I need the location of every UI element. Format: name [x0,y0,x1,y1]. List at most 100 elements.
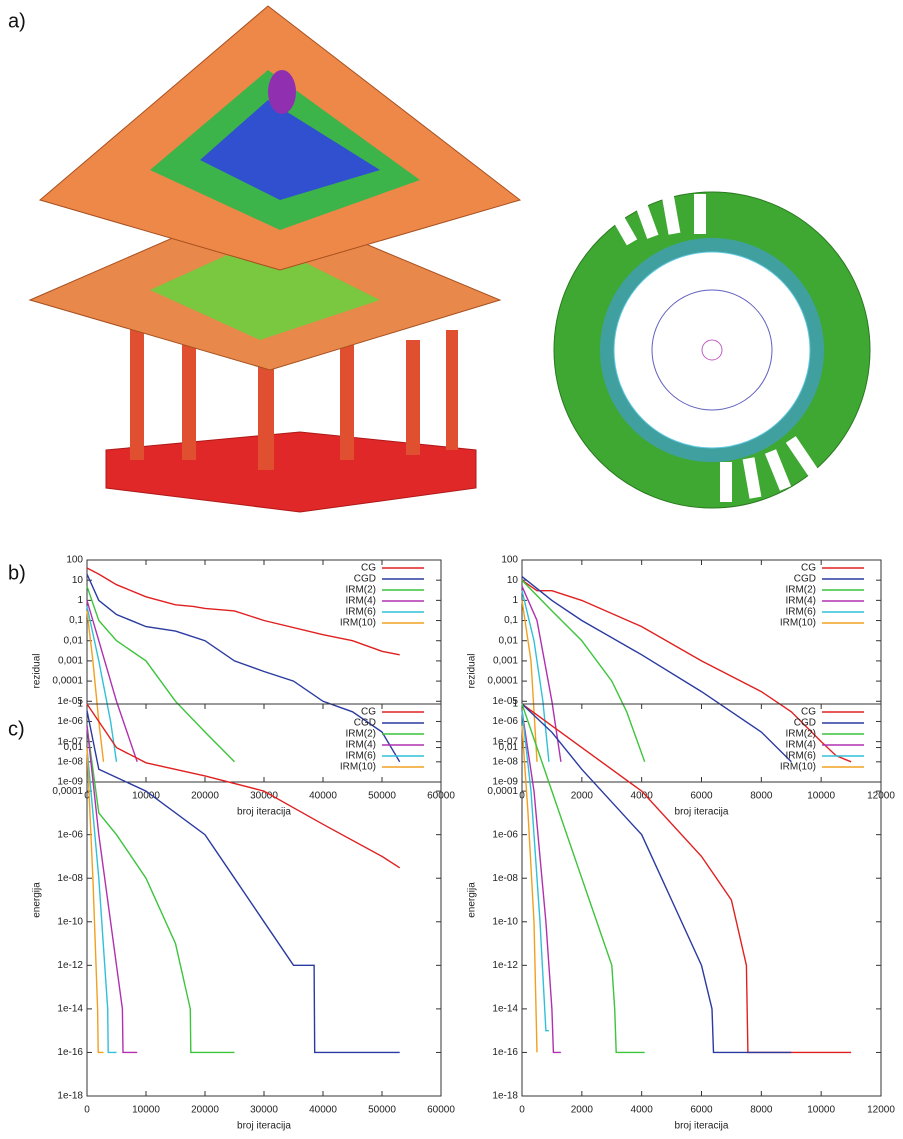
y-axis-title: rezidual [467,653,478,688]
mesh-core-lines [651,289,773,411]
x-axis-title: broj iteracija [675,1121,729,1132]
legend-label: IRM(4) [785,740,816,751]
y-tick-label: 1e-06 [492,829,518,840]
series-line [521,579,852,763]
series-line [521,600,538,762]
y-tick-label: 1 [512,595,518,606]
y-tick-label: 1e-07 [57,736,83,747]
y-tick-label: 1e-05 [57,696,83,707]
y-tick-label: 0,01 [499,635,519,646]
x-tick-label: 10000 [807,791,835,802]
y-tick-label: 1e-09 [492,777,518,788]
y-tick-label: 1e-05 [492,696,518,707]
x-tick-label: 2000 [571,791,594,802]
x-tick-label: 0 [519,1105,525,1116]
legend-label: IRM(10) [340,762,376,773]
x-axis-title: broj iteracija [675,807,729,818]
y-tick-label: 10 [507,575,519,586]
y-tick-label: 1e-08 [57,756,83,767]
x-tick-label: 8000 [750,1105,773,1116]
x-tick-label: 8000 [750,791,773,802]
x-tick-label: 2000 [571,1105,594,1116]
y-tick-label: 100 [66,555,83,566]
legend-label: IRM(6) [345,607,376,618]
y-tick-label: 1 [77,699,83,710]
series-line [86,725,138,1054]
legend-label: CG [361,707,376,718]
series-line [86,573,401,763]
series-line [521,579,646,763]
legend-label: IRM(4) [345,740,376,751]
y-tick-label: 1e-18 [492,1091,518,1102]
plot-frame [521,559,882,783]
series-line [521,725,538,1053]
y-tick-label: 1e-06 [492,716,518,727]
x-tick-label: 50000 [368,1105,396,1116]
x-tick-label: 40000 [309,791,337,802]
series-line [86,606,118,762]
y-tick-label: 1e-06 [57,829,83,840]
series-line [86,703,401,869]
y-tick-label: 1 [77,595,83,606]
legend-label: IRM(4) [785,596,816,607]
chart: 100 10 1 0,1 0,01 0,001 0,0001 1e-05 1e-06 1e-07 1… [32,555,456,818]
x-tick-label: 4000 [631,791,654,802]
series-line [521,703,852,1054]
y-axis-title: rezidual [32,653,43,688]
y-tick-label: 1e-14 [492,1004,518,1015]
y-tick-label: 0,0001 [487,786,518,797]
x-tick-label: 20000 [191,791,219,802]
y-tick-label: 1e-16 [57,1047,83,1058]
series-line [521,576,792,763]
mesh-shaft [701,339,723,361]
legend-label: IRM(2) [345,585,376,596]
series-line [521,703,645,1054]
y-tick-label: 1e-07 [492,736,518,747]
y-tick-label: 0,1 [69,615,83,626]
legend-label: CGD [794,574,816,585]
y-tick-label: 0,1 [504,615,518,626]
plot-frame [86,703,442,1097]
series-line [86,600,138,763]
series-line [86,747,104,1054]
series-line [521,586,562,762]
x-tick-label: 4000 [631,1105,654,1116]
y-tick-label: 0,01 [499,742,519,753]
rotor-model [553,191,871,509]
series-line [521,590,550,762]
legend-label: IRM(4) [345,596,376,607]
chart: 100 10 1 0,1 0,01 0,001 0,0001 1e-05 1e-06 1e-07 1… [467,555,896,818]
y-tick-label: 1e-08 [492,756,518,767]
mesh-apex [268,70,296,114]
x-tick-label: 20000 [191,1105,219,1116]
legend-label: IRM(2) [785,585,816,596]
x-tick-label: 6000 [690,791,713,802]
y-tick-label: 1e-12 [492,960,518,971]
y-tick-label: 0,01 [64,635,84,646]
legend-label: CG [801,563,816,574]
panel-label: b) [8,562,26,584]
y-tick-label: 1e-10 [57,916,83,927]
legend-label: CGD [794,718,816,729]
y-tick-label: 1 [512,699,518,710]
legend-label: IRM(10) [340,618,376,629]
y-tick-label: 0,0001 [52,786,83,797]
pavilion-model [28,5,522,513]
x-axis-title: broj iteracija [237,807,291,818]
mesh-slots [606,193,819,502]
y-tick-label: 1e-08 [57,873,83,884]
y-tick-label: 0,01 [64,742,84,753]
y-tick-label: 0,0001 [52,676,83,687]
legend-label: CGD [354,718,376,729]
y-tick-label: 0,001 [58,656,83,667]
panel-label: a) [8,10,26,32]
legend-label: CG [361,563,376,574]
x-tick-label: 0 [84,1105,90,1116]
y-tick-label: 1e-08 [492,873,518,884]
y-axis-title: energija [467,882,478,918]
x-tick-label: 30000 [250,791,278,802]
y-tick-label: 1e-06 [57,716,83,727]
x-tick-label: 30000 [250,1105,278,1116]
legend-label: IRM(6) [785,607,816,618]
